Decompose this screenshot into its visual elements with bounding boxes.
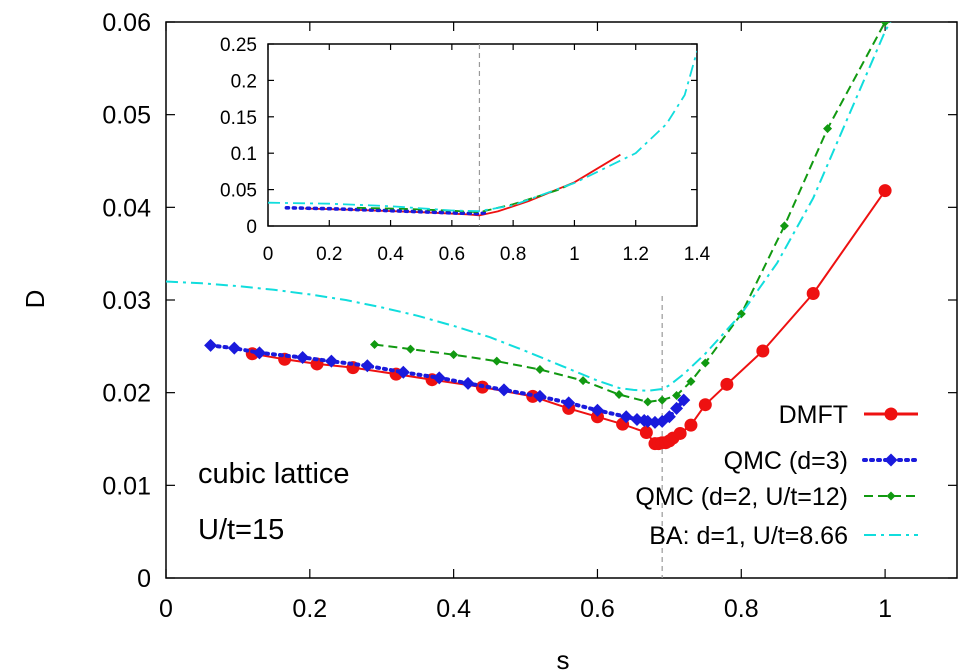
legend-swatch-marker xyxy=(886,491,896,501)
main-x-tick-label: 0.2 xyxy=(292,595,327,623)
annotation-lattice: cubic lattice xyxy=(198,458,350,490)
main-x-tick-label: 1 xyxy=(878,595,892,623)
main-y-tick-label: 0.05 xyxy=(102,102,151,130)
inset-y-tick-label: 0.2 xyxy=(231,71,257,92)
inset-series-line xyxy=(284,206,491,216)
main-data-point xyxy=(204,338,218,352)
main-data-point xyxy=(823,124,833,134)
main-data-point xyxy=(590,403,604,417)
inset-frame xyxy=(267,43,698,227)
main-y-tick-label: 0.04 xyxy=(102,194,151,222)
main-series-0 xyxy=(245,184,892,451)
main-data-point xyxy=(578,376,588,386)
main-data-point xyxy=(677,393,691,407)
main-data-point xyxy=(639,426,653,440)
main-series-3 xyxy=(166,22,892,392)
inset-series-3 xyxy=(268,51,697,212)
inset-x-tick-label: 0.6 xyxy=(439,244,465,265)
main-data-point xyxy=(449,350,459,360)
main-data-point xyxy=(492,356,502,366)
main-data-point xyxy=(396,365,410,379)
main-series-line xyxy=(374,22,886,403)
main-data-point xyxy=(878,184,892,198)
main-data-point xyxy=(405,344,415,354)
main-series-line xyxy=(166,22,892,392)
main-plot: 0 0.2 0.4 0.6 0.8 1 0 0.01 0.02 0.03 0.04 0.05 0.06 xyxy=(102,9,958,623)
main-data-point xyxy=(662,410,676,424)
main-data-point xyxy=(756,344,770,358)
main-data-point xyxy=(533,389,547,403)
main-data-point xyxy=(643,397,653,407)
main-data-point xyxy=(619,410,633,424)
main-series-1 xyxy=(204,338,691,429)
legend: DMFT QMC (d=3) QMC (d=2, U/t=12) BA: d=1, U… xyxy=(635,401,920,550)
inset-x-tick-label: 1.4 xyxy=(684,244,711,265)
main-data-point xyxy=(432,371,446,385)
main-data-point xyxy=(562,396,576,410)
main-data-point xyxy=(686,377,696,387)
inset-x-tick-label: 0.4 xyxy=(377,244,404,265)
main-data-point xyxy=(672,390,682,400)
inset-series-1 xyxy=(284,206,491,216)
main-data-point xyxy=(657,395,667,405)
inset-x-tick-label: 0.2 xyxy=(316,244,342,265)
legend-swatch-marker xyxy=(884,407,898,421)
inset-y-tick-label: 0.05 xyxy=(220,181,257,202)
inset-series-2 xyxy=(356,181,575,214)
main-x-tick-label: 0.6 xyxy=(580,595,615,623)
main-data-point xyxy=(779,221,789,231)
inset-x-tick-label: 0.8 xyxy=(500,244,526,265)
inset-plot: 0 0.2 0.4 0.6 0.8 1 1.2 1.4 0 0.05 0.1 0.15 0.2 0.25 xyxy=(220,35,711,265)
main-series-line xyxy=(208,343,686,425)
legend-label: QMC (d=3) xyxy=(724,447,848,475)
inset-series-line xyxy=(268,51,697,212)
annotation-interaction: U/t=15 xyxy=(198,514,284,546)
legend-swatch-marker xyxy=(884,453,898,467)
main-data-point xyxy=(324,354,338,368)
main-data-point xyxy=(535,365,545,374)
main-y-tick-label: 0.01 xyxy=(102,472,151,500)
main-data-point xyxy=(296,350,310,364)
main-y-tick-label: 0 xyxy=(137,565,151,593)
main-data-point xyxy=(806,287,820,301)
main-data-point xyxy=(227,341,241,355)
main-data-point xyxy=(700,358,710,368)
main-x-tick-label: 0 xyxy=(159,595,173,623)
main-data-point xyxy=(880,22,890,27)
main-data-point xyxy=(670,401,684,415)
main-data-point xyxy=(360,359,374,373)
inset-y-tick-label: 0.25 xyxy=(220,35,257,56)
main-data-point xyxy=(673,426,687,440)
main-series-2 xyxy=(370,22,890,407)
main-data-point xyxy=(698,398,712,412)
main-y-tick-label: 0.06 xyxy=(102,9,151,37)
legend-label: BA: d=1, U/t=8.66 xyxy=(649,522,848,550)
annotations: cubic lattice U/t=15 xyxy=(198,458,350,546)
main-data-point xyxy=(720,377,734,391)
main-data-point xyxy=(497,383,511,397)
main-y-tick-label: 0.02 xyxy=(102,380,151,408)
y-axis-title: D xyxy=(20,290,50,309)
main-data-point xyxy=(684,418,698,432)
main-x-tick-label: 0.8 xyxy=(724,595,759,623)
main-data-point xyxy=(370,339,380,349)
inset-x-tick-label: 1 xyxy=(569,244,580,265)
inset-series-line xyxy=(356,181,575,214)
inset-x-tick-label: 1.2 xyxy=(623,244,649,265)
legend-label: QMC (d=2, U/t=12) xyxy=(635,483,848,511)
main-x-tick-label: 0.4 xyxy=(436,595,471,623)
main-y-tick-label: 0.03 xyxy=(102,287,151,315)
inset-x-tick-label: 0 xyxy=(263,244,274,265)
inset-y-tick-label: 0 xyxy=(246,217,257,238)
inset-y-tick-label: 0.1 xyxy=(231,144,257,165)
legend-label: DMFT xyxy=(779,401,848,429)
x-axis-title: s xyxy=(557,645,570,672)
main-data-point xyxy=(614,390,624,400)
main-data-point xyxy=(252,346,266,360)
main-data-point xyxy=(461,376,475,390)
inset-y-tick-label: 0.15 xyxy=(220,108,257,129)
